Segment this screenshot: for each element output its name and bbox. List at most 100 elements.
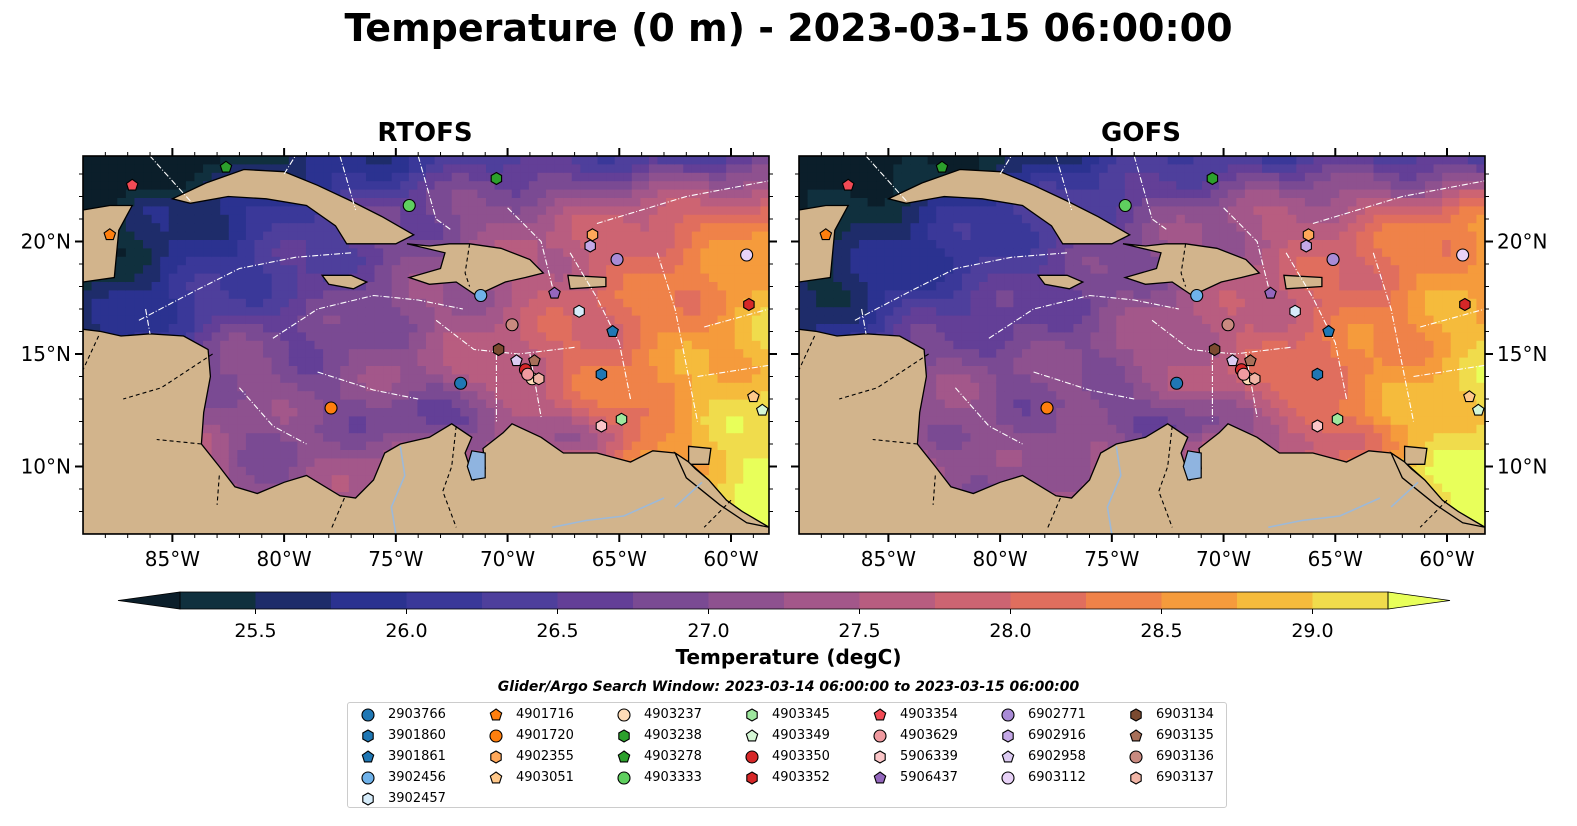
legend-marker-4903345: [746, 708, 758, 722]
colorbar-tick-label: 26.0: [385, 620, 427, 642]
panel-title-rtofs: RTOFS: [377, 118, 473, 148]
colorbar-segment: [633, 592, 709, 609]
legend-label: 3902456: [388, 770, 446, 785]
float-marker-4903345: [1331, 412, 1344, 426]
colorbar-under-arrow: [117, 591, 181, 610]
legend-label: 4901720: [516, 728, 574, 743]
legend-marker-4903629: [873, 729, 887, 743]
legend-marker-4901720: [489, 729, 503, 743]
legend-marker-5906437: [873, 771, 887, 784]
legend-label: 6902916: [1028, 728, 1086, 743]
colorbar-segment: [406, 592, 483, 609]
legend-label: 6903112: [1028, 770, 1086, 785]
float-marker-4903278: [935, 160, 949, 173]
legend-label: 4901716: [516, 707, 574, 722]
float-marker-3901860: [595, 367, 608, 381]
float-marker-6903135: [1244, 354, 1257, 367]
x-tick-label: 85°W: [145, 547, 200, 571]
legend-label: 6902771: [1028, 707, 1086, 722]
colorbar-over-arrow: [1387, 591, 1451, 610]
float-marker-6903134: [1208, 342, 1221, 357]
legend-label: 4903238: [644, 728, 702, 743]
legend-label: 6903134: [1156, 707, 1214, 722]
colorbar-segment: [557, 592, 634, 609]
colorbar-segment: [1237, 592, 1313, 609]
legend-label: 4903237: [644, 707, 702, 722]
float-marker-6902916: [584, 239, 596, 253]
legend-marker-4903354: [873, 708, 887, 721]
legend-label: 6903137: [1156, 770, 1214, 785]
colorbar-segment: [180, 592, 256, 609]
float-marker-5906437: [1264, 286, 1277, 299]
legend-label: 3902457: [388, 791, 446, 806]
float-marker-6902958: [510, 354, 523, 367]
float-marker-6903136: [1221, 318, 1235, 332]
float-marker-4903238: [490, 171, 503, 186]
map-frame: [798, 155, 1486, 535]
x-tick-label: 65°W: [1308, 547, 1363, 571]
legend-label: 6903135: [1156, 728, 1214, 743]
colorbar-tick-label: 28.0: [989, 620, 1031, 642]
legend-marker-3901860: [362, 729, 374, 743]
float-marker-4901716: [103, 228, 117, 241]
legend-marker-4903333: [617, 771, 631, 785]
colorbar-tick-label: 26.5: [536, 620, 578, 642]
legend-marker-6902916: [1002, 729, 1014, 743]
float-marker-6903137: [1249, 372, 1261, 386]
float-marker-3902456: [1190, 288, 1204, 303]
colorbar-segment: [784, 592, 860, 609]
x-tick-label: 85°W: [861, 547, 916, 571]
float-marker-3901860: [1311, 367, 1324, 381]
float-marker-4903352: [1459, 297, 1471, 312]
float-marker-4903238: [1206, 171, 1219, 186]
legend-label: 6903136: [1156, 749, 1214, 764]
legend-label: 4903333: [644, 770, 702, 785]
colorbar-tick-label: 28.5: [1140, 620, 1182, 642]
float-marker-6903136: [505, 318, 519, 332]
colorbar-segment: [331, 592, 407, 609]
colorbar-label: Temperature (degC): [675, 645, 902, 669]
legend-label: 4903051: [516, 770, 574, 785]
legend-label: 4903349: [772, 728, 830, 743]
float-marker-4903333: [402, 198, 416, 213]
legend-label: 5906339: [900, 749, 958, 764]
float-marker-3902456: [474, 288, 488, 303]
float-marker-4903349: [1471, 403, 1485, 416]
legend-label: 4903278: [644, 749, 702, 764]
lake-maracaibo: [1182, 450, 1202, 481]
float-marker-3901861: [1322, 324, 1335, 337]
x-tick-label: 60°W: [703, 547, 758, 571]
legend-marker-6902958: [1001, 750, 1015, 763]
x-tick-label: 65°W: [592, 547, 647, 571]
float-marker-2903766: [454, 376, 468, 390]
legend-marker-4903238: [618, 729, 630, 743]
y-tick-label: 10°N: [1497, 455, 1547, 479]
legend-label: 4903354: [900, 707, 958, 722]
float-marker-4903629: [521, 367, 535, 381]
float-marker-6903112: [1456, 248, 1470, 262]
legend-label: 3901861: [388, 749, 446, 764]
x-tick-label: 80°W: [256, 547, 311, 571]
legend-marker-4903237: [617, 708, 631, 722]
float-marker-4903354: [125, 178, 139, 191]
float-marker-3902457: [573, 304, 585, 318]
lake-maracaibo: [466, 450, 486, 481]
legend-marker-4903352: [746, 771, 758, 785]
legend-marker-4903051: [489, 771, 503, 784]
legend-label: 2903766: [388, 707, 446, 722]
colorbar-segment: [1010, 592, 1087, 609]
float-marker-6903137: [533, 372, 545, 386]
colorbar: 25.5 26.0 26.5 27.0 27.5 28.0 28.5 29.0: [117, 591, 1451, 642]
float-marker-3902457: [1289, 304, 1301, 318]
float-marker-6902771: [610, 252, 624, 267]
x-tick-label: 70°W: [1196, 547, 1251, 571]
float-legend: 2903766 3901860 3901861 3902456 3902457 49017…: [347, 702, 1227, 808]
legend-marker-6902771: [1001, 708, 1015, 722]
float-marker-4901716: [819, 228, 833, 241]
legend-marker-6903135: [1129, 729, 1143, 742]
y-tick-label: 15°N: [1497, 342, 1547, 366]
legend-marker-5906339: [874, 750, 886, 764]
map-panel-gofs: 85°W 80°W 75°W 70°W 65°W 60°W 20°N 15°N 10°N: [791, 148, 1547, 571]
legend-label: 4903345: [772, 707, 830, 722]
panel-title-gofs: GOFS: [1101, 118, 1181, 148]
